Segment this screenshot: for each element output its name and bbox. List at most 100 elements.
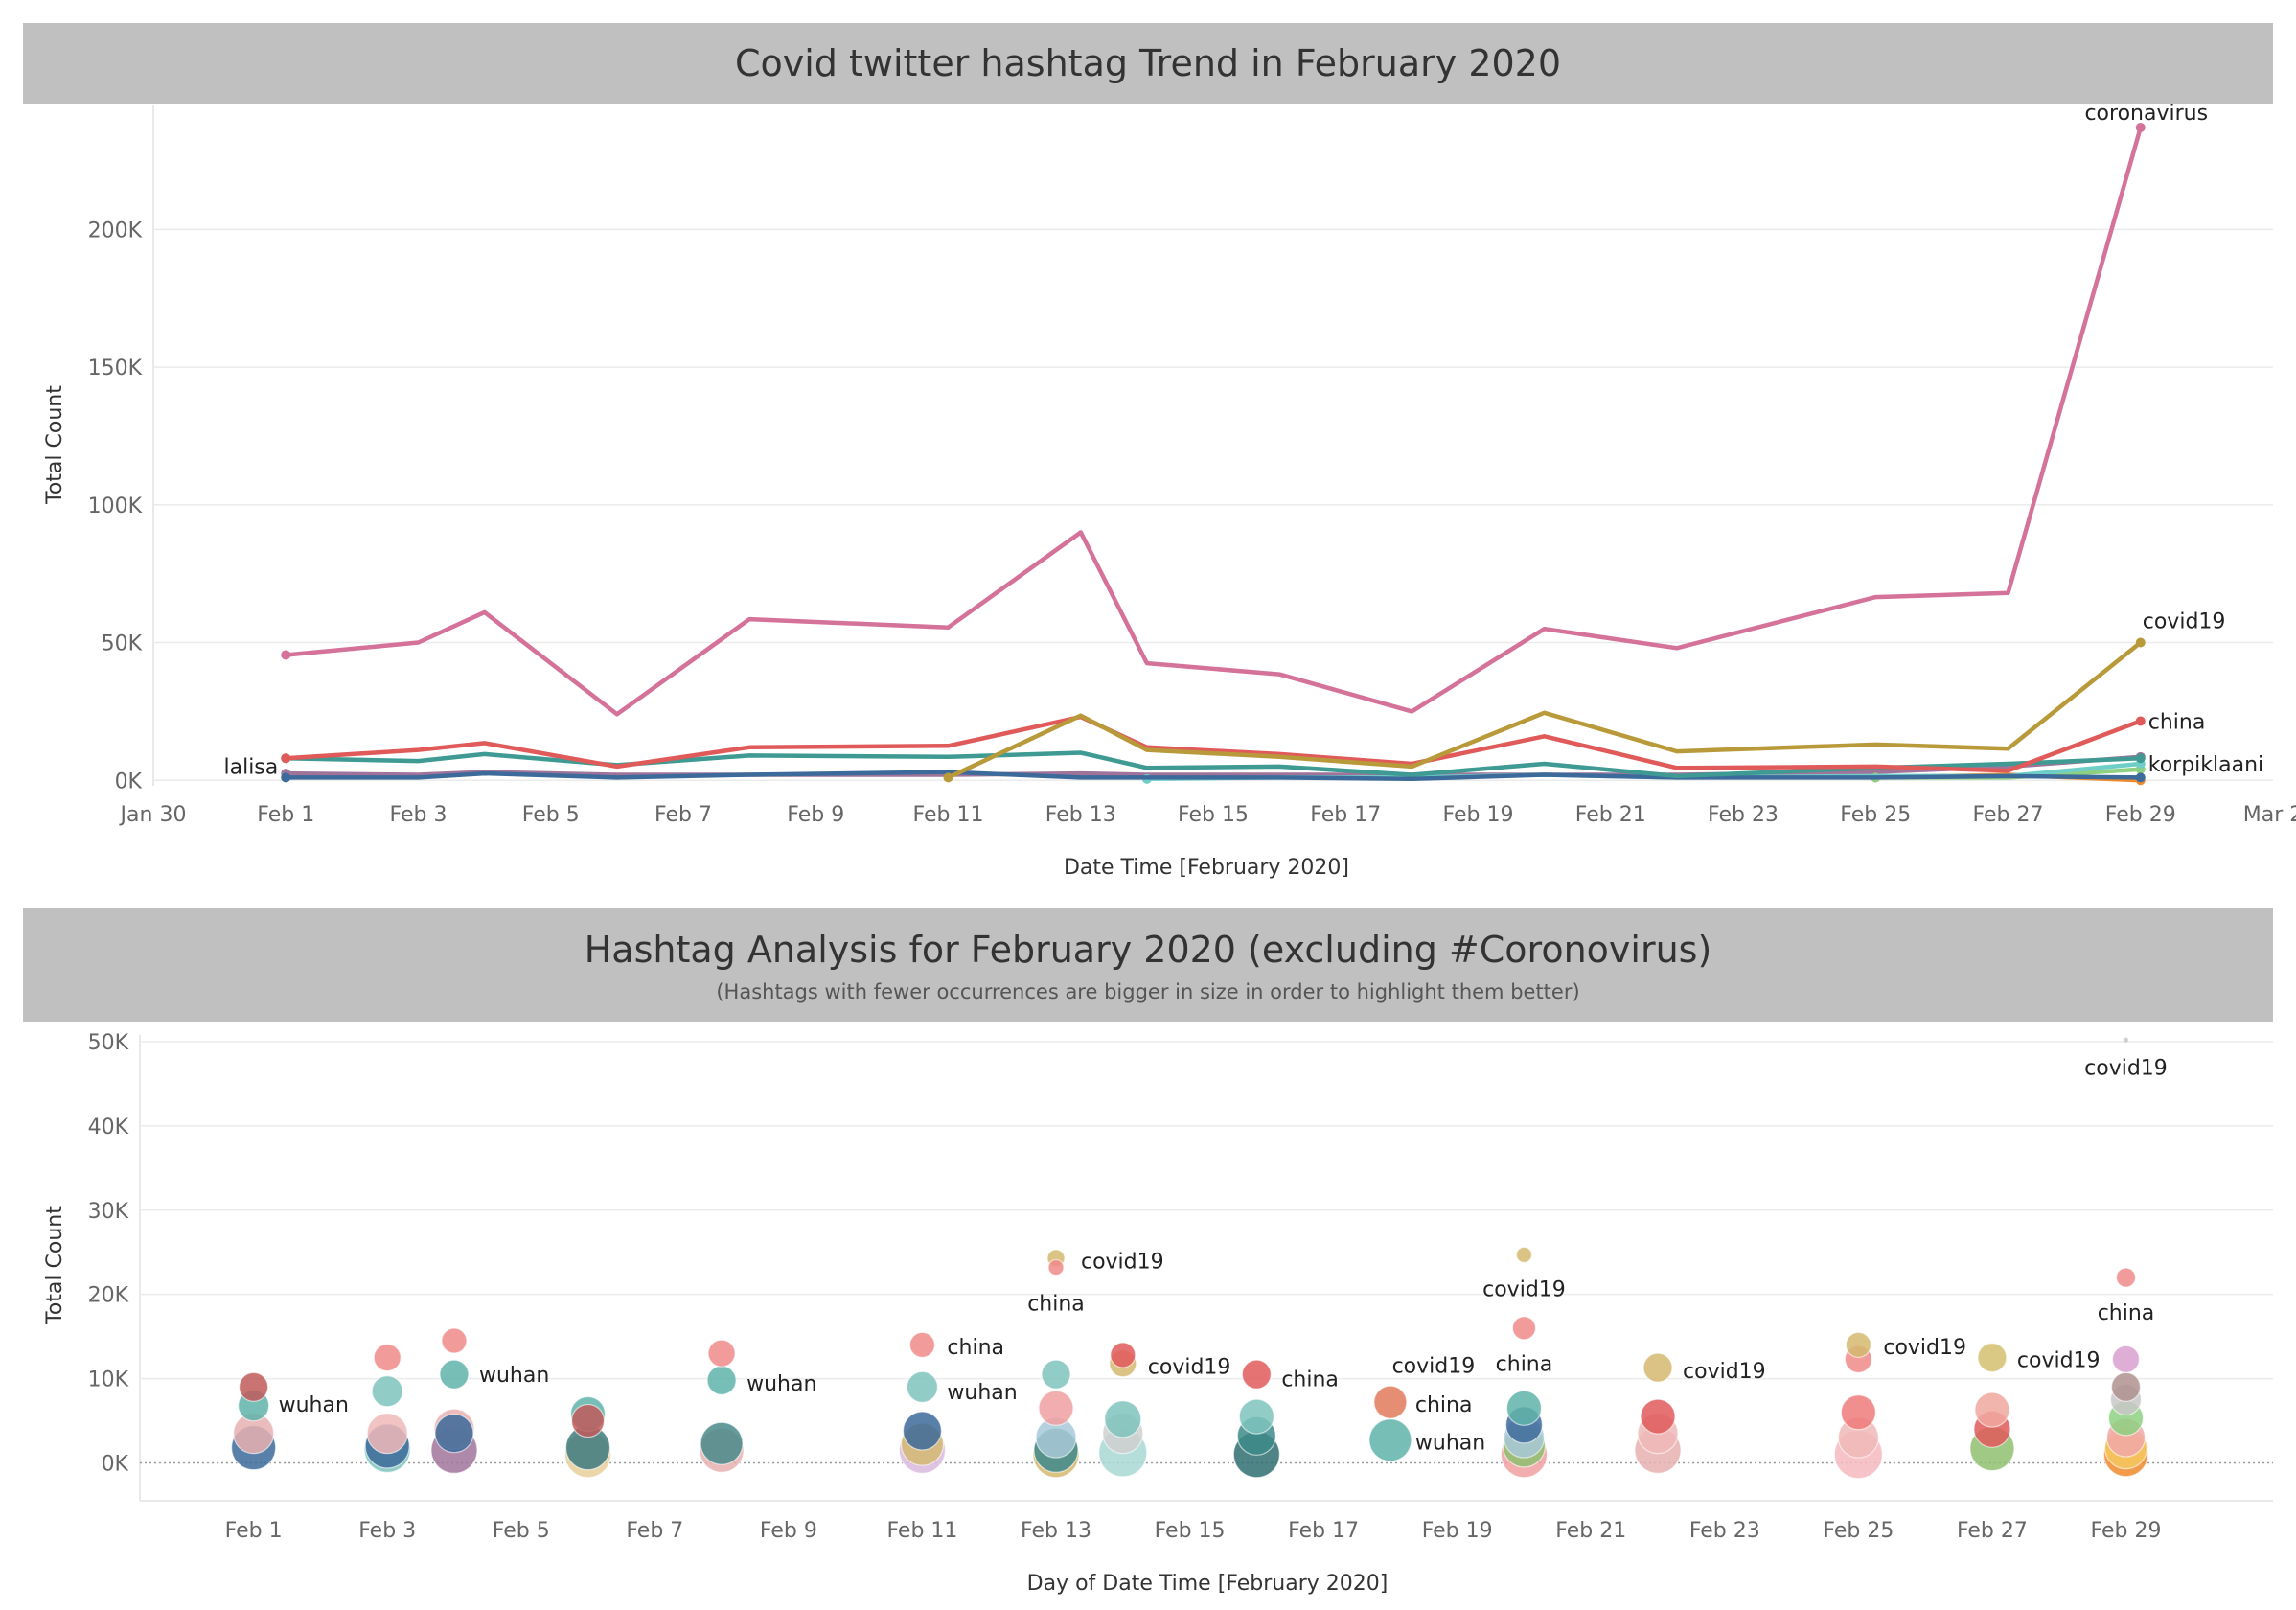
bubble xyxy=(1505,1390,1543,1426)
trend-x-tick-label: Feb 11 xyxy=(913,803,984,827)
bubble-wuhan xyxy=(371,1375,403,1408)
analysis-y-tick-label: 30K xyxy=(88,1200,129,1224)
bubble-label: covid19 xyxy=(2017,1348,2101,1372)
bubble-wuhan xyxy=(706,1365,737,1395)
analysis-x-ticks: Feb 1 Feb 3 Feb 5 Feb 7 Feb 9 Feb 11 Feb 13 Feb… xyxy=(225,1519,2162,1543)
bubble xyxy=(1104,1400,1142,1438)
trend-panel: Covid twitter hashtag Trend in February … xyxy=(23,23,2296,880)
bubble-label: wuhan xyxy=(746,1372,816,1396)
bubble-china xyxy=(1511,1316,1537,1341)
trend-point xyxy=(281,650,291,660)
bubble-label: covid19 xyxy=(1148,1355,1231,1379)
bubble-label: covid19 xyxy=(1392,1355,1476,1379)
bubble-label: china xyxy=(1496,1353,1553,1377)
trend-line-coronavirus xyxy=(286,126,2143,717)
bubble xyxy=(434,1414,474,1454)
analysis-x-axis-title: Day of Date Time [February 2020] xyxy=(1027,1572,1389,1596)
bubble-label: covid19 xyxy=(1482,1278,1566,1302)
bubble-label: china xyxy=(947,1336,1004,1360)
bubble-china xyxy=(2115,1267,2137,1288)
trend-point xyxy=(2135,637,2146,648)
trend-x-tick-label: Feb 15 xyxy=(1178,803,1249,827)
bubble-label: wuhan xyxy=(947,1381,1017,1405)
trend-x-tick-label: Feb 7 xyxy=(654,803,712,827)
trend-x-tick-label: Feb 27 xyxy=(1973,803,2044,827)
bubble xyxy=(700,1421,744,1465)
analysis-x-tick-label: Feb 7 xyxy=(626,1519,683,1543)
trend-point xyxy=(2135,772,2146,783)
bubble-china xyxy=(1110,1342,1137,1368)
bubble-label: covid19 xyxy=(2084,1056,2168,1080)
trend-point xyxy=(2135,122,2146,132)
bubble xyxy=(2111,1345,2141,1373)
trend-point xyxy=(281,753,291,764)
trend-line-lalisa xyxy=(286,770,2141,782)
trend-line-china xyxy=(286,714,2142,773)
analysis-x-tick-label: Feb 13 xyxy=(1021,1519,1091,1543)
bubble-wuhan xyxy=(439,1359,470,1390)
bubble-covid19 xyxy=(2122,1036,2130,1044)
analysis-x-tick-label: Feb 23 xyxy=(1689,1519,1760,1543)
bubble-covid19 xyxy=(1642,1352,1673,1383)
trend-series xyxy=(281,122,2146,786)
analysis-x-tick-label: Feb 1 xyxy=(225,1519,283,1543)
bubble-covid19 xyxy=(1977,1342,2008,1373)
bubble-label: china xyxy=(1415,1393,1473,1417)
analysis-x-tick-label: Feb 27 xyxy=(1957,1519,2028,1543)
trend-series-labels: korpiklaani lalisa china covid19 coronavirus xyxy=(223,102,2263,779)
analysis-y-tick-label: 50K xyxy=(88,1031,129,1055)
trend-x-tick-label: Jan 30 xyxy=(119,803,187,827)
trend-y-tick-label: 150K xyxy=(88,356,143,380)
bubble xyxy=(1038,1390,1074,1426)
analysis-title-band xyxy=(23,908,2273,1022)
trend-series-label: covid19 xyxy=(2143,610,2226,634)
trend-x-ticks: Jan 30 Feb 1 Feb 3 Feb 5 Feb 7 Feb 9 Feb 11 Feb… xyxy=(119,803,2296,827)
bubble-label: covid19 xyxy=(1683,1360,1766,1384)
bubble-china xyxy=(239,1371,269,1402)
trend-x-tick-label: Mar 2 xyxy=(2243,803,2296,827)
bubble xyxy=(1238,1398,1274,1435)
trend-x-tick-label: Feb 3 xyxy=(390,803,448,827)
trend-series-label: coronavirus xyxy=(2084,102,2208,126)
analysis-x-tick-label: Feb 15 xyxy=(1155,1519,1226,1543)
trend-x-tick-label: Feb 17 xyxy=(1310,803,1381,827)
analysis-y-axis-title: Total Count xyxy=(43,1206,67,1325)
bubble-label: covid19 xyxy=(1081,1251,1164,1275)
analysis-bubbles xyxy=(231,1036,2149,1480)
trend-title-band xyxy=(23,23,2273,104)
trend-point xyxy=(281,772,291,783)
bubble xyxy=(1640,1398,1676,1435)
trend-x-tick-label: Feb 21 xyxy=(1575,803,1646,827)
analysis-x-tick-label: Feb 29 xyxy=(2091,1519,2162,1543)
trend-x-tick-label: Feb 29 xyxy=(2105,803,2176,827)
trend-series-label: china xyxy=(2148,710,2206,734)
analysis-x-tick-label: Feb 9 xyxy=(760,1519,817,1543)
trend-x-tick-label: Feb 5 xyxy=(522,803,580,827)
bubble xyxy=(366,1413,408,1455)
analysis-x-tick-label: Feb 3 xyxy=(358,1519,416,1543)
trend-x-tick-label: Feb 1 xyxy=(257,803,314,827)
trend-point xyxy=(943,772,953,783)
bubble-label: china xyxy=(1027,1292,1085,1316)
analysis-x-tick-label: Feb 17 xyxy=(1288,1519,1359,1543)
analysis-y-tick-label: 20K xyxy=(88,1284,129,1308)
bubble-china xyxy=(1373,1385,1408,1419)
bubble-wuhan xyxy=(1368,1418,1412,1462)
bubble-label: china xyxy=(2098,1301,2155,1325)
bubble-label: china xyxy=(1281,1368,1339,1392)
analysis-x-tick-label: Feb 19 xyxy=(1422,1519,1493,1543)
analysis-x-tick-label: Feb 5 xyxy=(493,1519,550,1543)
analysis-gridlines xyxy=(140,1041,2273,1380)
trend-series-label: korpiklaani xyxy=(2148,753,2263,777)
bubble-covid19 xyxy=(1845,1331,1871,1359)
trend-y-tick-label: 50K xyxy=(102,632,143,656)
analysis-y-ticks: 0K 10K 20K 30K 40K 50K xyxy=(88,1031,129,1476)
analysis-y-tick-label: 40K xyxy=(88,1116,129,1139)
bubble-wuhan xyxy=(906,1370,939,1403)
trend-x-tick-label: Feb 9 xyxy=(787,803,844,827)
bubble xyxy=(1840,1394,1876,1431)
bubble xyxy=(902,1411,943,1451)
trend-point xyxy=(2135,753,2146,764)
